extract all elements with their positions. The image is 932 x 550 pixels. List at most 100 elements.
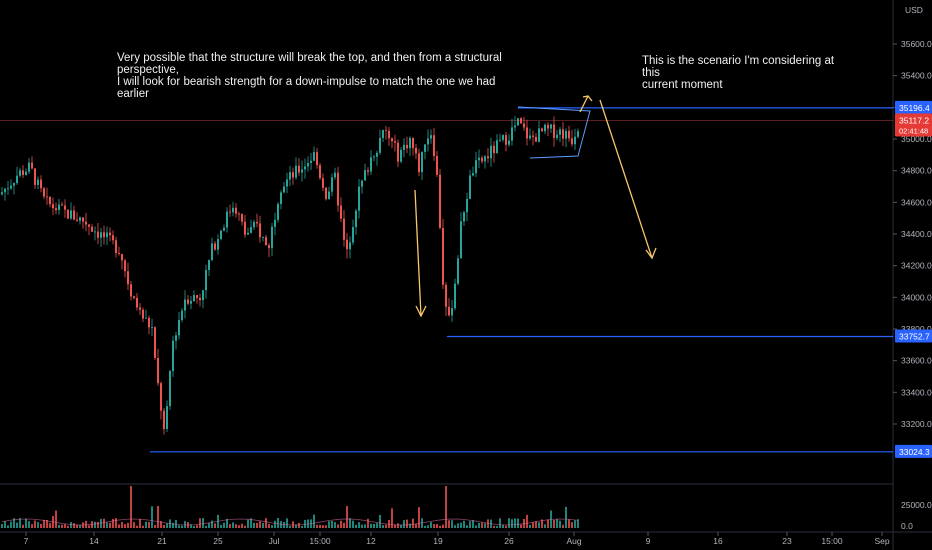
volume-bar: [475, 525, 477, 528]
volume-bar: [22, 524, 24, 528]
volume-bar: [565, 506, 567, 528]
volume-bar: [67, 525, 69, 528]
volume-bar: [199, 518, 201, 528]
candle-body: [517, 118, 519, 126]
volume-bar: [34, 520, 36, 528]
candle-body: [301, 169, 303, 173]
resistance-price-label-bg: [895, 100, 932, 114]
candle-body: [466, 198, 468, 213]
candle-body: [406, 144, 408, 149]
candle-body: [235, 207, 237, 214]
x-tick-label: Sep: [874, 536, 889, 546]
candle-body: [34, 168, 36, 185]
candle-body: [217, 239, 219, 250]
support-low-price-label: 33024.3: [899, 447, 930, 457]
volume-bar: [325, 525, 327, 528]
candle-body: [448, 306, 450, 316]
candle-body: [496, 140, 498, 154]
volume-tick-label: 0.0: [901, 521, 913, 531]
volume-bar: [316, 524, 318, 528]
volume-bar: [157, 506, 159, 528]
volume-bar: [391, 508, 393, 528]
volume-bar: [25, 518, 27, 528]
volume-bar: [127, 522, 129, 528]
volume-bar: [460, 522, 462, 528]
candle-body: [325, 187, 327, 200]
volume-bar: [19, 518, 21, 528]
candle-body: [112, 235, 114, 241]
candle-body: [190, 300, 192, 304]
volume-bar: [403, 520, 405, 528]
candle-body: [307, 162, 309, 167]
volume-bar: [94, 521, 96, 528]
volume-bar: [13, 518, 15, 528]
volume-bar: [382, 525, 384, 528]
candle-body: [31, 162, 33, 169]
volume-bar: [190, 524, 192, 528]
volume-bar: [46, 520, 48, 528]
y-tick-label: 33800.0: [901, 324, 932, 334]
candle-body: [526, 127, 528, 139]
candle-body: [472, 173, 474, 176]
volume-bar: [154, 524, 156, 528]
candle-body: [361, 180, 363, 187]
y-tick-label: 34800.0: [901, 166, 932, 176]
triangle-pattern: [517, 106, 591, 159]
volume-bar: [559, 520, 561, 528]
candle-body: [181, 310, 183, 320]
candle-body: [445, 284, 447, 307]
volume-bar: [433, 524, 435, 528]
candle-body: [436, 156, 438, 175]
candle-body: [52, 204, 54, 209]
volume-bar: [196, 525, 198, 528]
candle-body: [232, 207, 234, 213]
volume-bar: [133, 522, 135, 528]
annotation-structure-note: Very possible that the structure will br…: [117, 52, 502, 100]
candle-body: [4, 188, 6, 193]
volume-bar: [313, 514, 315, 528]
x-tick-label: 23: [782, 536, 792, 546]
candle-body: [310, 160, 312, 163]
volume-bar: [31, 524, 33, 528]
candle-body: [373, 156, 375, 158]
candle-body: [277, 203, 279, 220]
volume-bar: [574, 520, 576, 528]
volume-bar: [28, 521, 30, 528]
candle-body: [127, 271, 129, 285]
volume-bar: [121, 521, 123, 528]
down-arrow-earlier: [414, 189, 422, 317]
volume-bar: [295, 524, 297, 528]
candle-body: [175, 335, 177, 341]
candle-body: [475, 160, 477, 174]
volume-bar: [379, 515, 381, 528]
candle-body: [271, 226, 273, 249]
x-tick-label: 14: [89, 536, 99, 546]
x-tick-label: 26: [504, 536, 514, 546]
candle-body: [10, 185, 12, 189]
volume-bar: [109, 522, 111, 528]
y-tick-label: 33200.0: [901, 419, 932, 429]
candle-body: [403, 144, 405, 150]
candle-body: [538, 128, 540, 142]
candle-body: [388, 130, 390, 139]
volume-bar: [538, 522, 540, 528]
volume-bar: [58, 524, 60, 528]
candle-body: [394, 141, 396, 143]
volume-bar: [343, 522, 345, 528]
candle-body: [169, 371, 171, 407]
candle-body: [532, 135, 534, 137]
candle-body: [529, 135, 531, 139]
volume-bar: [520, 524, 522, 528]
volume-bar: [202, 518, 204, 528]
x-tick-label: 19: [433, 536, 443, 546]
volume-bar: [454, 525, 456, 528]
candle-body: [541, 128, 543, 132]
volume-bar: [247, 519, 249, 528]
candle-body: [298, 165, 300, 173]
candle-body: [67, 209, 69, 219]
candle-body: [22, 170, 24, 176]
candle-body: [487, 156, 489, 159]
volume-bar: [484, 523, 486, 528]
volume-bar: [529, 524, 531, 528]
